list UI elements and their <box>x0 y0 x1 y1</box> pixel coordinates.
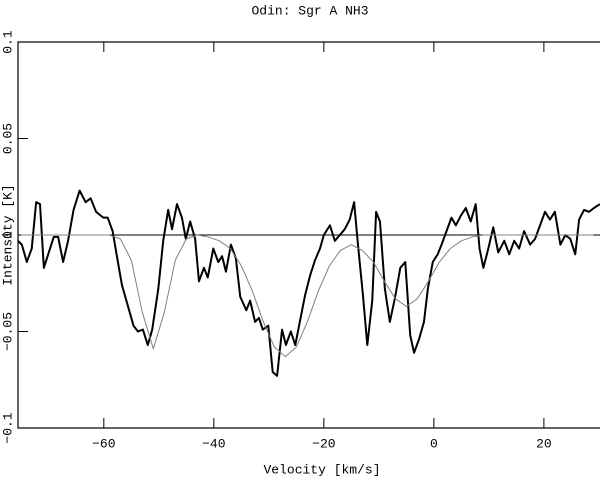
x-axis-label: Velocity [km/s] <box>263 462 380 477</box>
x-tick-label: −60 <box>92 436 115 451</box>
x-tick-label: −40 <box>202 436 225 451</box>
x-tick-label: 0 <box>430 436 438 451</box>
x-tick-label: −20 <box>312 436 335 451</box>
x-tick-label: 20 <box>536 436 552 451</box>
chart-title: Odin: Sgr A NH3 <box>251 3 368 18</box>
y-tick-label: −0.1 <box>0 412 15 443</box>
data-line <box>21 234 594 358</box>
y-tick-label: −0.05 <box>0 312 15 351</box>
y-tick-label: 0.1 <box>0 30 15 54</box>
y-tick-label: 0.05 <box>0 123 15 154</box>
data-line <box>17 189 600 377</box>
y-tick-label: 0 <box>0 231 15 239</box>
y-axis-label: Intensity [K] <box>0 184 15 285</box>
